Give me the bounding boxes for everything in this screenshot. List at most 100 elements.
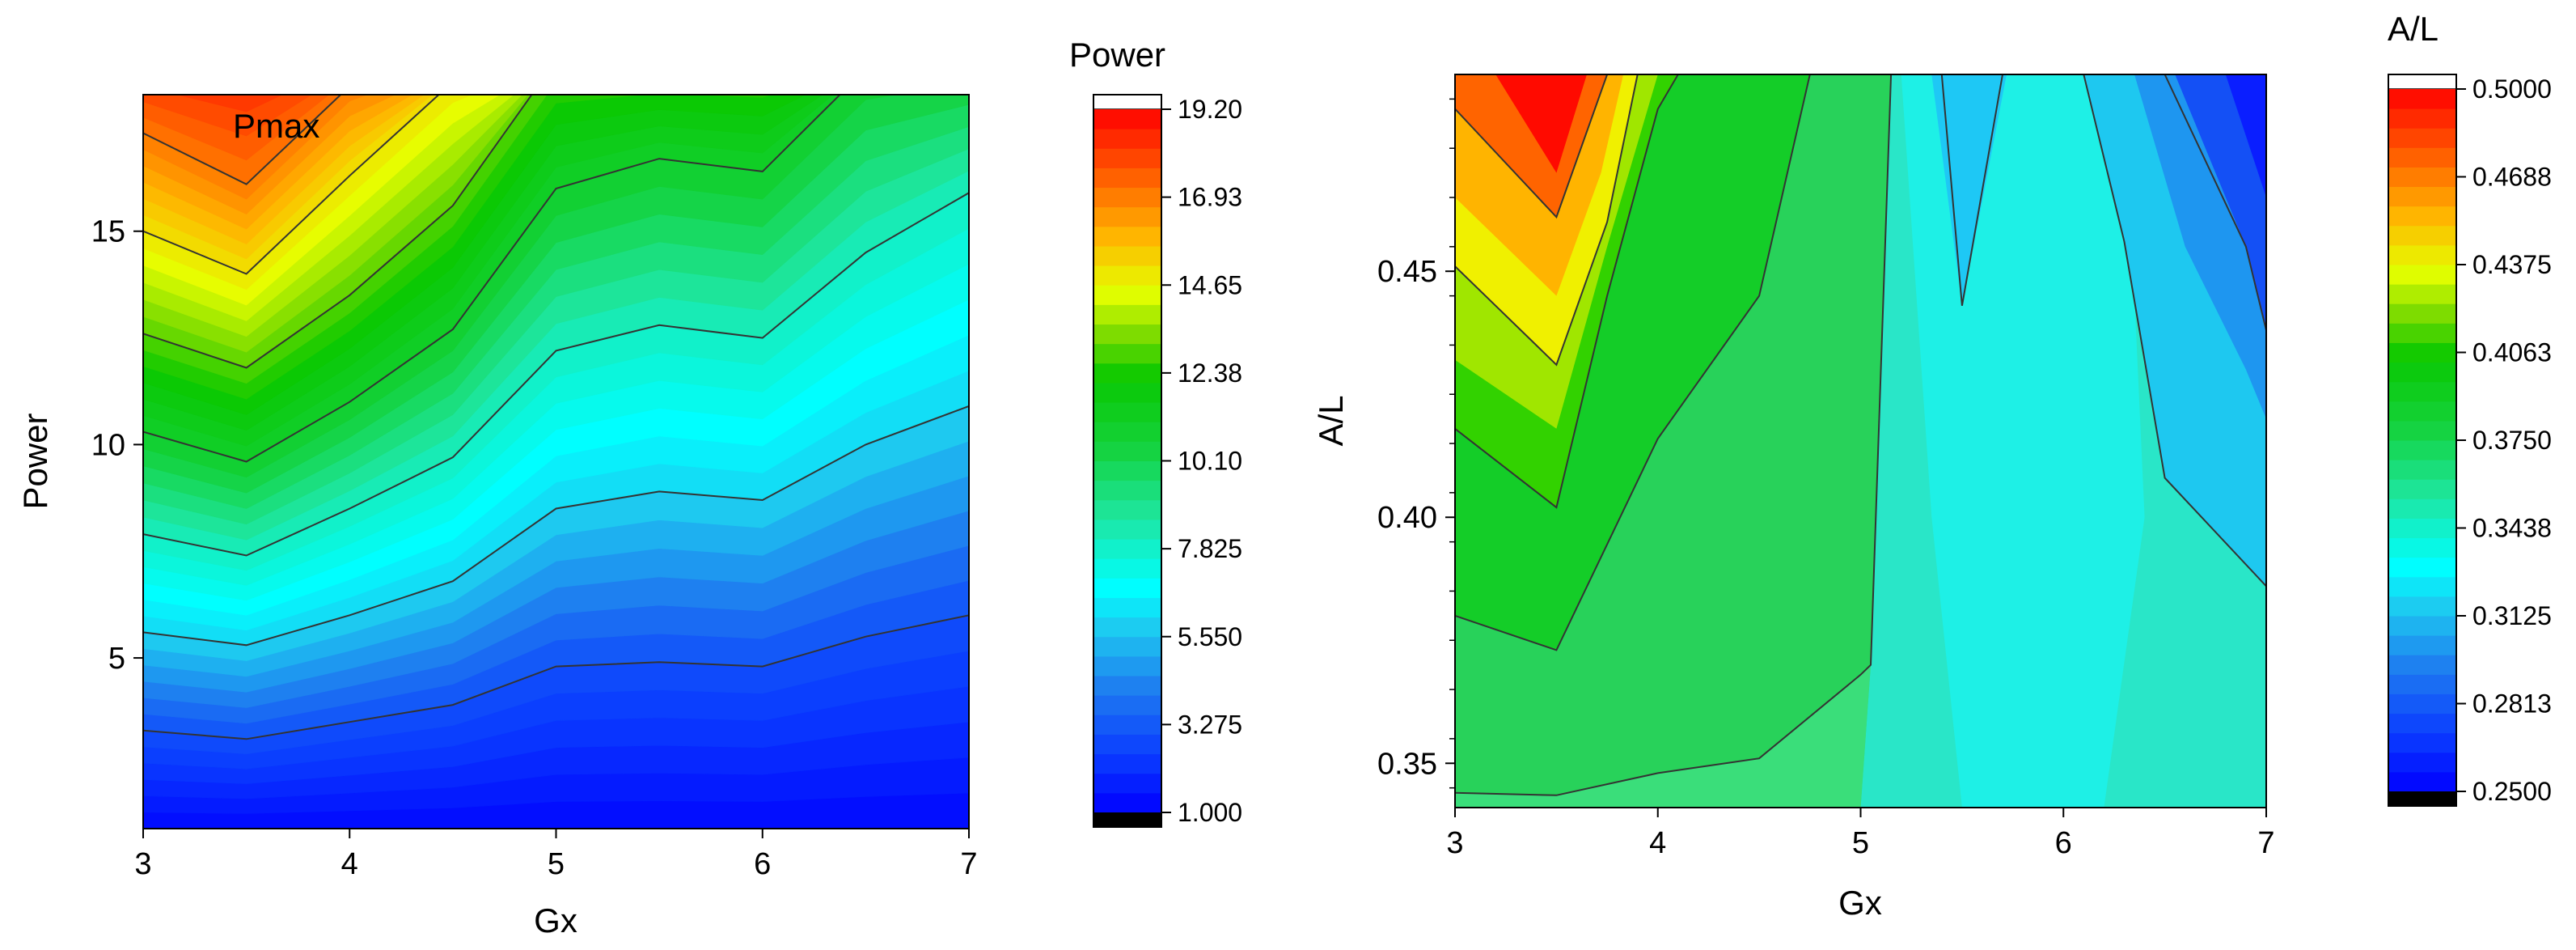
- power-colorbar-band: [1093, 206, 1161, 227]
- al-colorbar-tick-label: 0.4063: [2472, 338, 2552, 367]
- al-colorbar-band: [2388, 616, 2456, 636]
- al-region-spike: [1931, 74, 2007, 306]
- al-region-blue-4: [2225, 74, 2266, 197]
- al-colorbar-band: [2388, 206, 2456, 227]
- al-colorbar-band: [2388, 674, 2456, 694]
- al-contour-field: [1455, 74, 2266, 808]
- al-colorbar-band: [2388, 128, 2456, 148]
- power-colorbar-band: [1093, 655, 1161, 676]
- al-contour-line-5: [1455, 74, 1609, 219]
- power-colorbar-band: [1093, 304, 1161, 325]
- power-contour-band: [176, 95, 283, 112]
- al-colorbar-band: [2388, 537, 2456, 558]
- al-contour-panel: 3 4 5 6 7 0.35 0.40 0.45 Gx A/L 0.2500 0.2813 0.3…: [1312, 10, 2552, 922]
- al-colorbar-tick-label: 0.2813: [2472, 689, 2552, 719]
- power-x-axis-label: Gx: [534, 901, 577, 939]
- al-colorbar-band: [2388, 576, 2456, 597]
- al-colorbar-bottom-cap: [2388, 791, 2456, 806]
- power-colorbar-band: [1093, 422, 1161, 442]
- power-axes: 3 4 5 6 7 5 10 15: [91, 215, 978, 881]
- power-colorbar-band: [1093, 695, 1161, 715]
- power-colorbar-band: [1093, 363, 1161, 384]
- power-colorbar-band: [1093, 636, 1161, 657]
- power-colorbar-band: [1093, 245, 1161, 266]
- power-colorbar-band: [1093, 617, 1161, 638]
- al-colorbar-band: [2388, 420, 2456, 441]
- al-colorbar-tick-label: 0.3438: [2472, 514, 2552, 543]
- al-colorbar-band: [2388, 557, 2456, 578]
- al-colorbar-band: [2388, 460, 2456, 480]
- power-x-tick-label: 3: [134, 847, 151, 881]
- power-colorbar-band: [1093, 676, 1161, 696]
- power-contour-band: [143, 95, 341, 185]
- al-colorbar-band: [2388, 167, 2456, 188]
- al-x-tick-label: 6: [2055, 826, 2072, 860]
- al-x-tick-label: 4: [1649, 826, 1666, 860]
- power-colorbar-band: [1093, 499, 1161, 520]
- power-colorbar-tick-label: 16.93: [1178, 183, 1242, 212]
- al-colorbar-title: A/L: [2388, 10, 2439, 48]
- power-colorbar-title: Power: [1069, 36, 1165, 74]
- power-colorbar-band: [1093, 519, 1161, 540]
- power-colorbar-tick-label: 19.20: [1178, 95, 1242, 124]
- al-colorbar-band: [2388, 225, 2456, 246]
- power-colorbar-band: [1093, 148, 1161, 168]
- al-colorbar-tick-label: 0.2500: [2472, 777, 2552, 806]
- al-colorbar-band: [2388, 284, 2456, 304]
- power-colorbar-band: [1093, 343, 1161, 364]
- al-colorbar-tick-label: 0.3125: [2472, 601, 2552, 630]
- power-contour-panel: 3 4 5 6 7 5 10 15 Pmax Gx Power 1.000 3.275 5.550…: [16, 36, 1242, 939]
- al-colorbar-band: [2388, 771, 2456, 792]
- power-y-tick-label: 5: [108, 642, 125, 676]
- power-y-tick-label: 15: [91, 215, 125, 249]
- al-colorbar-band: [2388, 713, 2456, 734]
- power-y-axis-label: Power: [16, 413, 54, 509]
- power-colorbar-tick-label: 10.10: [1178, 447, 1242, 476]
- power-colorbar-band: [1093, 402, 1161, 422]
- al-colorbar-band: [2388, 732, 2456, 753]
- power-colorbar-band: [1093, 792, 1161, 813]
- power-colorbar-band: [1093, 285, 1161, 305]
- power-colorbar-band: [1093, 460, 1161, 481]
- al-colorbar-band: [2388, 596, 2456, 617]
- power-x-tick-label: 7: [960, 847, 977, 881]
- al-colorbar-band: [2388, 108, 2456, 129]
- power-colorbar-band: [1093, 558, 1161, 579]
- al-colorbar-tick-label: 0.4688: [2472, 163, 2552, 192]
- al-colorbar-band: [2388, 752, 2456, 773]
- al-contour-line-3: [1455, 74, 1679, 509]
- al-contour-line-2: [1455, 74, 1811, 651]
- al-contour-line-1: [1455, 74, 1893, 796]
- power-colorbar-band: [1093, 539, 1161, 559]
- power-colorbar-band: [1093, 382, 1161, 403]
- power-contour-line-4: [143, 95, 841, 463]
- al-colorbar-band: [2388, 498, 2456, 519]
- al-x-tick-label: 5: [1852, 826, 1869, 860]
- power-contour-line-1: [143, 614, 969, 740]
- power-contour-field: [143, 39, 969, 829]
- power-contour-band: [143, 39, 969, 63]
- power-colorbar-band: [1093, 578, 1161, 598]
- power-colorbar-tick-label: 1.000: [1178, 798, 1242, 827]
- al-colorbar-tick-label: 0.5000: [2472, 74, 2552, 104]
- power-colorbar-band: [1093, 109, 1161, 129]
- power-colorbar-tick-label: 14.65: [1178, 270, 1242, 299]
- al-colorbar-band: [2388, 244, 2456, 265]
- power-contour-line-3: [143, 192, 969, 557]
- power-x-tick-label: 5: [548, 847, 565, 881]
- power-colorbar-band: [1093, 441, 1161, 461]
- power-colorbar-band: [1093, 265, 1161, 286]
- power-x-tick-label: 4: [341, 847, 358, 881]
- al-x-axis-label: Gx: [1838, 884, 1882, 922]
- al-y-tick-label: 0.45: [1377, 255, 1437, 289]
- power-contour-line-6: [143, 95, 441, 275]
- al-colorbar: 0.2500 0.2813 0.3125 0.3438 0.3750 0.4063 0.43…: [2388, 74, 2552, 807]
- al-colorbar-band: [2388, 89, 2456, 109]
- power-colorbar-band: [1093, 715, 1161, 735]
- power-colorbar-band: [1093, 734, 1161, 755]
- al-contour-line-4: [1455, 74, 1639, 367]
- power-colorbar-bottom-cap: [1093, 812, 1161, 827]
- al-colorbar-band: [2388, 401, 2456, 422]
- al-x-tick-label: 3: [1446, 826, 1463, 860]
- power-colorbar-band: [1093, 226, 1161, 247]
